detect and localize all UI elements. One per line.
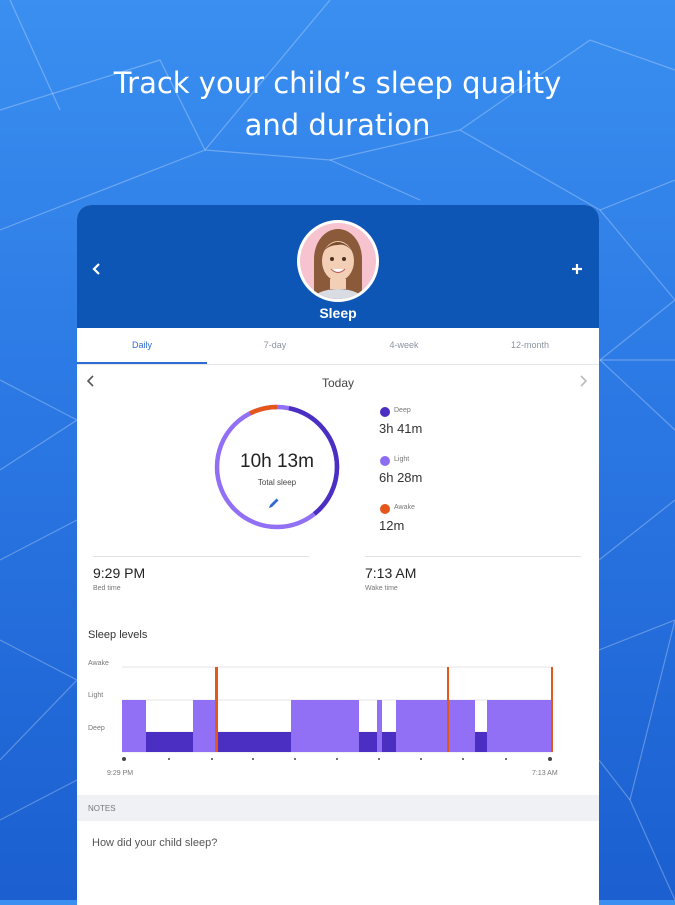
start-time-label: 9:29 PM [107, 770, 133, 777]
awake-dot [380, 504, 390, 514]
tab-12-month[interactable]: 12-month [510, 340, 550, 350]
notes-input[interactable]: How did your child sleep? [92, 837, 218, 849]
add-button[interactable] [565, 257, 589, 281]
end-time-label: 7:13 AM [532, 770, 558, 777]
axis-tick [378, 758, 380, 760]
awake-segment [215, 667, 218, 752]
chevron-left-icon [92, 263, 100, 275]
light-segment [193, 700, 217, 752]
deep-segments [146, 732, 487, 752]
legend-light-label: Light [394, 456, 410, 463]
bed-time-value: 9:29 PM [93, 565, 146, 581]
light-segments [122, 700, 553, 752]
deep-segment [217, 732, 291, 752]
axis-tick [420, 758, 422, 760]
axis-tick [462, 758, 464, 760]
legend-awake-label: Awake [394, 504, 415, 511]
deep-segment [359, 732, 377, 752]
y-label-deep: Deep [88, 725, 105, 732]
headline-line-2: and duration [244, 108, 431, 142]
headline: Track your child’s sleep quality and dur… [0, 62, 675, 146]
legend-light-value: 6h 28m [379, 470, 423, 485]
y-label-awake: Awake [88, 660, 109, 667]
card-header: Sleep [77, 205, 599, 328]
axis-tick [211, 758, 213, 760]
axis-tick [294, 758, 296, 760]
previous-day-button[interactable] [85, 373, 97, 394]
notes-header: NOTES [77, 795, 599, 821]
light-segment [396, 700, 475, 752]
headline-line-1: Track your child’s sleep quality [113, 66, 562, 100]
header-title: Sleep [319, 305, 357, 321]
bed-time-label: Bed time [93, 585, 121, 592]
deep-segment [382, 732, 396, 752]
period-tabs: Daily 7-day 4-week 12-month [77, 328, 599, 365]
deep-dot [380, 407, 390, 417]
light-dot [380, 456, 390, 466]
axis-tick [122, 757, 126, 761]
wake-time-label: Wake time [365, 585, 398, 592]
axis-tick [548, 757, 552, 761]
legend-deep-label: Deep [394, 407, 411, 414]
legend-awake-value: 12m [379, 518, 405, 533]
back-button[interactable] [85, 257, 109, 281]
deep-segment [475, 732, 487, 752]
legend-deep-value: 3h 41m [379, 421, 423, 436]
chevron-right-icon [580, 375, 588, 387]
tab-7-day[interactable]: 7-day [263, 340, 287, 350]
awake-segment [447, 667, 449, 752]
time-axis-ticks [122, 757, 552, 761]
total-sleep-value: 10h 13m [240, 451, 314, 472]
awake-segment [551, 667, 553, 752]
light-segment [377, 700, 382, 752]
y-label-light: Light [88, 692, 103, 699]
divider [365, 556, 581, 557]
plus-icon [572, 264, 582, 274]
axis-tick [505, 758, 507, 760]
sleep-levels-chart: Awake Light Deep [88, 660, 558, 777]
date-label: Today [321, 376, 355, 390]
axis-tick [336, 758, 338, 760]
axis-tick [252, 758, 254, 760]
total-sleep-ring [214, 404, 340, 530]
child-avatar[interactable] [297, 220, 379, 302]
chevron-left-icon [86, 375, 94, 387]
light-segment [122, 700, 146, 752]
next-day-button[interactable] [577, 373, 589, 394]
awake-segments [215, 667, 553, 752]
sleep-levels-title: Sleep levels [88, 629, 148, 641]
divider [93, 556, 309, 557]
wake-time-value: 7:13 AM [365, 565, 417, 581]
date-navigator: Today [77, 373, 599, 393]
deep-segment [146, 732, 193, 752]
tab-4-week[interactable]: 4-week [389, 340, 419, 350]
total-sleep-label: Total sleep [257, 478, 297, 487]
light-segment [487, 700, 553, 752]
sleep-card: Sleep Daily 7-day 4-week 12-month Today … [77, 205, 599, 905]
axis-tick [168, 758, 170, 760]
light-segment [291, 700, 359, 752]
tab-daily[interactable]: Daily [77, 328, 207, 364]
pencil-icon[interactable] [267, 496, 281, 510]
